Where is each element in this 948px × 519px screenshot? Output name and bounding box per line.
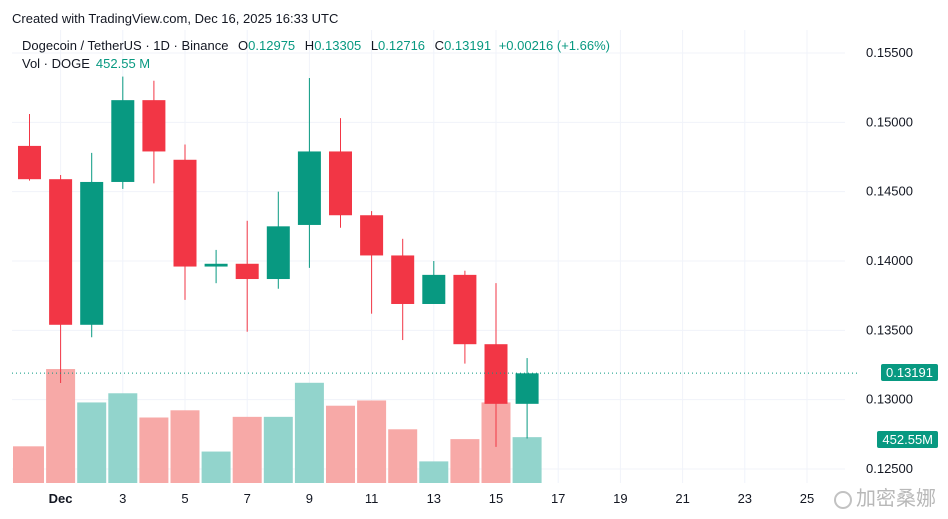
volume-bar: [294, 382, 324, 483]
price-tick-label: 0.13000: [866, 392, 913, 407]
watermark-text: 加密桑娜: [856, 488, 936, 510]
candle-body: [111, 100, 135, 182]
time-tick-label: 3: [119, 491, 126, 506]
time-axis: Dec 3 5 7 9 11 13 15 17 19 21 23 25: [49, 491, 815, 506]
time-tick-label: 7: [244, 491, 251, 506]
time-tick-label: 21: [675, 491, 689, 506]
volume-bar: [450, 439, 480, 483]
candle-body: [173, 159, 197, 267]
high-value: 0.13305: [314, 38, 362, 53]
volume-bar: [13, 446, 44, 483]
price-tick-label: 0.14000: [866, 253, 913, 268]
volume-bar: [46, 369, 76, 483]
candle-body: [266, 226, 290, 280]
price-tick-label: 0.15500: [866, 45, 913, 60]
high-label: H: [304, 38, 315, 53]
price-tick-label: 0.14500: [866, 184, 913, 199]
change-value: +0.00216 (+1.66%): [498, 38, 610, 53]
candle-body: [235, 263, 259, 280]
volume-bar: [326, 405, 355, 483]
open-value: 0.12975: [248, 38, 296, 53]
volume-bar: [77, 402, 107, 483]
time-tick-label: 5: [181, 491, 188, 506]
price-axis: 0.15500 0.15000 0.14500 0.14000 0.13500 0.130…: [866, 45, 913, 476]
volume-tag: 452.55M: [877, 431, 938, 448]
volume-value: 452.55 M: [95, 56, 151, 71]
candle-body: [297, 151, 321, 225]
volume-label: Vol · DOGE: [22, 56, 90, 71]
watermark-logo-icon: [834, 490, 852, 509]
volume-bars: [13, 369, 542, 483]
candle-body: [18, 145, 41, 180]
volume-bar: [108, 393, 138, 483]
candle-body: [49, 179, 73, 325]
volume-bar: [388, 429, 418, 483]
time-tick-label: 23: [738, 491, 752, 506]
time-tick-label: 13: [427, 491, 441, 506]
low-label: L: [370, 38, 379, 53]
candle-body: [329, 151, 352, 216]
volume-bar: [139, 417, 169, 483]
watermark: 加密桑娜: [834, 482, 936, 511]
candle-body: [391, 255, 415, 304]
close-value: 0.13191: [444, 38, 492, 53]
volume-bar: [201, 451, 231, 483]
volume-bar: [419, 461, 449, 483]
candle-body: [142, 100, 166, 152]
candle-body: [360, 215, 384, 256]
volume-bar: [263, 416, 293, 483]
price-tick-label: 0.13500: [866, 322, 913, 337]
time-tick-label: 19: [613, 491, 627, 506]
candle-body: [484, 344, 508, 404]
time-tick-label: 17: [551, 491, 565, 506]
candle-body: [80, 181, 104, 325]
last-price-tag: 0.13191: [881, 364, 938, 381]
time-tick-label: 25: [800, 491, 814, 506]
candles: [18, 76, 539, 447]
symbol-legend: Dogecoin / TetherUS · 1D · Binance O0.12…: [22, 38, 610, 53]
price-tick-label: 0.12500: [866, 461, 913, 476]
time-tick-label: Dec: [49, 491, 73, 506]
close-label: C: [434, 38, 445, 53]
time-tick-label: 11: [365, 491, 379, 506]
candle-body: [204, 263, 228, 267]
volume-bar: [357, 400, 387, 483]
price-tick-label: 0.15000: [866, 114, 913, 129]
candle-body: [453, 274, 477, 345]
volume-bar: [170, 410, 200, 483]
low-value: 0.12716: [378, 38, 426, 53]
time-tick-label: 15: [489, 491, 503, 506]
volume-bar: [512, 437, 542, 483]
volume-legend: Vol · DOGE 452.55 M: [22, 56, 150, 71]
candle-body: [515, 373, 539, 404]
time-tick-label: 9: [306, 491, 313, 506]
volume-bar: [232, 416, 262, 483]
attribution: Created with TradingView.com, Dec 16, 20…: [12, 11, 339, 26]
candle-body: [422, 274, 446, 304]
open-label: O: [238, 38, 249, 53]
symbol-title: Dogecoin / TetherUS · 1D · Binance: [22, 38, 229, 53]
